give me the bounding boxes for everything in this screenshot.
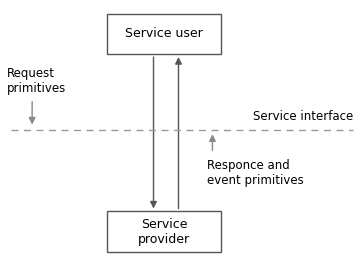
FancyBboxPatch shape bbox=[107, 211, 221, 252]
Text: Request
primitives: Request primitives bbox=[7, 67, 66, 95]
Text: Responce and
event primitives: Responce and event primitives bbox=[207, 159, 304, 188]
Text: Service user: Service user bbox=[125, 27, 203, 40]
Text: Service interface: Service interface bbox=[253, 110, 353, 123]
FancyBboxPatch shape bbox=[107, 14, 221, 54]
Text: Service
provider: Service provider bbox=[138, 218, 190, 246]
